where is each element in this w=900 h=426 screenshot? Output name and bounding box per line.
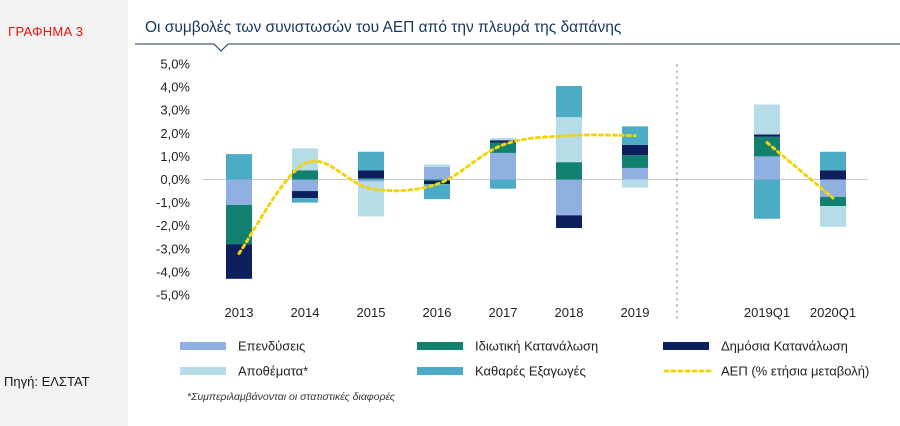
legend-label: ΑΕΠ (% ετήσια μεταβολή) [721, 364, 869, 379]
legend-swatch-investment [180, 342, 226, 350]
bar-public-2019 [622, 144, 648, 156]
y-tick-label: 4,0% [160, 80, 190, 95]
bar-public-2015 [358, 170, 384, 179]
legend-swatch-private [417, 342, 463, 350]
y-tick-label: -5,0% [156, 288, 190, 303]
bar-private-2013 [226, 204, 252, 245]
x-tick-label: 2013 [225, 305, 254, 320]
bar-netexports-2016 [424, 184, 450, 200]
y-tick-label: -3,0% [156, 241, 190, 256]
bar-netexports-2020Q1 [820, 151, 846, 171]
legend-label: Επενδύσεις [238, 339, 305, 354]
bar-public-2018 [556, 215, 582, 229]
y-tick-label: 0,0% [160, 172, 190, 187]
bar-private-2015 [358, 178, 384, 180]
bar-private-2014 [292, 170, 318, 180]
chart-title: Οι συμβολές των συνιστωσών του ΑΕΠ από τ… [145, 19, 622, 36]
left-panel: ΓΡΑΦΗΜΑ 3 Πηγή: ΕΛΣΤΑΤ [0, 0, 128, 426]
x-tick-label: 2014 [291, 305, 320, 320]
legend-label: Καθαρές Εξαγωγές [475, 364, 586, 379]
bar-netexports-2013 [226, 154, 252, 180]
legend-label: Δημόσια Κατανάλωση [721, 339, 848, 354]
bar-investment-2013 [226, 179, 252, 205]
bar-inventories-2019 [622, 179, 648, 188]
x-tick-label: 2016 [423, 305, 452, 320]
x-tick-label: 2019Q1 [744, 305, 790, 320]
bar-investment-2019 [622, 167, 648, 180]
gdp-line-annual [237, 133, 637, 255]
bar-netexports-2014 [292, 197, 318, 203]
bar-investment-2017 [490, 152, 516, 180]
bar-inventories-2016 [424, 164, 450, 167]
x-tick-label: 2017 [489, 305, 518, 320]
bar-private-2016 [424, 179, 450, 181]
legend-swatch-netexports [417, 367, 463, 375]
bar-inventories-2019Q1 [754, 104, 780, 135]
bar-inventories-2020Q1 [820, 206, 846, 227]
y-tick-label: 2,0% [160, 126, 190, 141]
x-tick-label: 2015 [357, 305, 386, 320]
x-tick-label: 2019 [621, 305, 650, 320]
bar-public-2020Q1 [820, 170, 846, 180]
bar-investment-2016 [424, 166, 450, 180]
bar-private-2017 [490, 142, 516, 153]
bar-inventories-2017 [490, 137, 516, 141]
y-tick-label: 5,0% [160, 57, 190, 72]
bar-investment-2018 [556, 179, 582, 216]
bar-netexports-2018 [556, 85, 582, 118]
y-tick-label: 1,0% [160, 149, 190, 164]
bar-investment-2019Q1 [754, 156, 780, 180]
legend-swatch-public [663, 342, 709, 350]
bar-investment-2015 [358, 179, 384, 182]
bar-inventories-2014 [292, 148, 318, 171]
bar-inventories-2018 [556, 117, 582, 163]
bar-netexports-2019Q1 [754, 179, 780, 219]
gdp-line-quarterly [765, 141, 835, 200]
legend-swatch-inventories [180, 367, 226, 375]
footnote: *Συμπεριλαμβάνονται οι στατιστικές διαφο… [187, 391, 395, 403]
bar-private-2020Q1 [820, 196, 846, 207]
y-tick-label: -2,0% [156, 218, 190, 233]
bar-private-2019Q1 [754, 136, 780, 157]
legend-label: Αποθέματα* [238, 364, 308, 379]
bar-netexports-2017 [490, 179, 516, 189]
y-tick-label: -1,0% [156, 195, 190, 210]
x-tick-label: 2018 [555, 305, 584, 320]
bar-investment-2020Q1 [820, 179, 846, 197]
y-tick-label: -4,0% [156, 264, 190, 279]
source-label: Πηγή: ΕΛΣΤΑΤ [4, 374, 90, 389]
bar-private-2019 [622, 155, 648, 168]
y-tick-label: 3,0% [160, 103, 190, 118]
bar-netexports-2015 [358, 151, 384, 171]
x-tick-label: 2020Q1 [810, 305, 856, 320]
bar-public-2016 [424, 180, 450, 185]
bar-private-2018 [556, 162, 582, 180]
legend-label: Ιδιωτική Κατανάλωση [475, 339, 598, 354]
bar-public-2017 [490, 140, 516, 143]
figure-number-label: ΓΡΑΦΗΜΑ 3 [8, 24, 84, 39]
bar-public-2013 [226, 244, 252, 279]
title-underline [135, 43, 900, 52]
bar-public-2014 [292, 191, 318, 198]
bar-public-2019Q1 [754, 134, 780, 137]
bar-investment-2014 [292, 179, 318, 192]
